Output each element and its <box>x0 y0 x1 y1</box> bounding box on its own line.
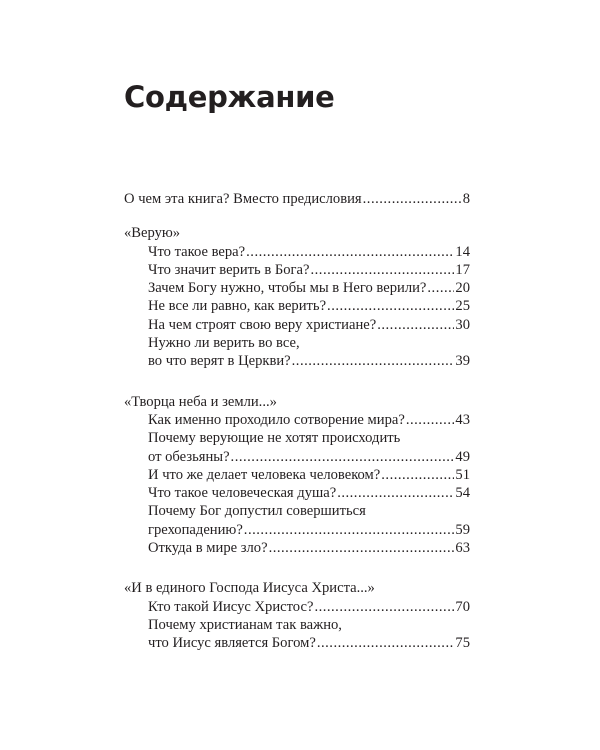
toc-entry[interactable]: Откуда в мире зло? 63 <box>124 539 470 557</box>
dot-leader <box>246 243 454 261</box>
toc-entry-line: Что такое вера? 14 <box>124 243 470 261</box>
toc-entry[interactable]: Не все ли равно, как верить? 25 <box>124 297 470 315</box>
section-heading-text: «Творца неба и земли...» <box>124 393 277 410</box>
entry-title: Кто такой Иисус Христос? <box>148 598 314 615</box>
toc-entry-line: Нужно ли верить во все, <box>124 334 470 352</box>
dot-leader <box>381 466 454 484</box>
dot-leader <box>269 539 455 557</box>
toc-entry-line: Почему верующие не хотят происходить <box>124 429 470 447</box>
entry-title: грехопадению? <box>148 521 243 538</box>
toc-entry-line: Что значит верить в Бога? 17 <box>124 261 470 279</box>
section-heading: «И в единого Господа Иисуса Христа...» <box>124 579 470 597</box>
toc-entry[interactable]: И что же делает человека человеком? 51 <box>124 466 470 484</box>
entry-title: Зачем Богу нужно, чтобы мы в Него верили… <box>148 280 427 297</box>
toc-entry-line: Не все ли равно, как верить? 25 <box>124 297 470 315</box>
entry-title: Что такое вера? <box>148 243 246 260</box>
toc-entry-line: И что же делает человека человеком? 51 <box>124 466 470 484</box>
entry-title: И что же делает человека человеком? <box>148 466 381 483</box>
dot-leader <box>406 411 455 429</box>
toc-section: «И в единого Господа Иисуса Христа...» Кт… <box>124 579 470 652</box>
page-number: 54 <box>455 485 470 502</box>
dot-leader <box>377 316 454 334</box>
entry-title: Не все ли равно, как верить? <box>148 298 327 315</box>
section-heading-text: «Верую» <box>124 225 181 242</box>
dot-leader <box>363 190 462 208</box>
entry-title: от обезьяны? <box>148 448 230 465</box>
toc-entry[interactable]: Что такое вера? 14 <box>124 243 470 261</box>
section-heading-text: «И в единого Господа Иисуса Христа...» <box>124 580 375 597</box>
entry-title: во что верят в Церкви? <box>148 353 291 370</box>
toc-section: «Творца неба и земли...» Как именно прохо… <box>124 393 470 558</box>
toc-entry-line: Что такое человеческая душа? 54 <box>124 484 470 502</box>
toc-entry-line: Почему Бог допустил совершиться <box>124 502 470 520</box>
dot-leader <box>311 261 455 279</box>
toc-entry[interactable]: Почему христианам так важно, что Иисус яв… <box>124 616 470 653</box>
toc-entry[interactable]: Почему Бог допустил совершиться грехопаде… <box>124 502 470 539</box>
entry-title: Нужно ли верить во все, <box>148 335 300 352</box>
toc-entry[interactable]: Нужно ли верить во все, во что верят в Це… <box>124 334 470 371</box>
dot-leader <box>427 279 454 297</box>
toc-entry-line: Почему христианам так важно, <box>124 616 470 634</box>
entry-title: что Иисус является Богом? <box>148 635 316 652</box>
entry-title: На чем строят свою веру христиане? <box>148 316 377 333</box>
toc-entry[interactable]: Что значит верить в Бога? 17 <box>124 261 470 279</box>
page-number: 70 <box>455 598 470 615</box>
toc-entry-line: грехопадению? 59 <box>124 521 470 539</box>
dot-leader <box>244 521 455 539</box>
table-of-contents: О чем эта книга? Вместо предисловия 8 «Вер… <box>124 190 470 675</box>
toc-entry[interactable]: Как именно проходило сотворение мира? 43 <box>124 411 470 429</box>
entry-title: Почему Бог допустил совершиться <box>148 503 366 520</box>
toc-entry-line: Как именно проходило сотворение мира? 43 <box>124 411 470 429</box>
toc-entry-line: О чем эта книга? Вместо предисловия 8 <box>124 190 470 208</box>
section-heading: «Творца неба и земли...» <box>124 393 470 411</box>
page-number: 63 <box>455 540 470 557</box>
entry-title: Почему христианам так важно, <box>148 616 342 633</box>
page-number: 8 <box>462 191 470 207</box>
toc-entry[interactable]: О чем эта книга? Вместо предисловия 8 <box>124 190 470 208</box>
toc-entry-line: от обезьяны? 49 <box>124 448 470 466</box>
toc-entry-line: Кто такой Иисус Христос? 70 <box>124 598 470 616</box>
toc-entry[interactable]: Кто такой Иисус Христос? 70 <box>124 598 470 616</box>
page-number: 14 <box>455 243 470 260</box>
page-number: 20 <box>455 280 470 297</box>
dot-leader <box>292 352 455 370</box>
toc-entry-line: Зачем Богу нужно, чтобы мы в Него верили… <box>124 279 470 297</box>
page-number: 39 <box>455 353 470 370</box>
toc-entry[interactable]: Почему верующие не хотят происходить от о… <box>124 429 470 466</box>
dot-leader <box>314 598 454 616</box>
page-number: 49 <box>455 448 470 465</box>
toc-entry[interactable]: На чем строят свою веру христиане? 30 <box>124 316 470 334</box>
toc-entry[interactable]: Что такое человеческая душа? 54 <box>124 484 470 502</box>
entry-title: Как именно проходило сотворение мира? <box>148 411 405 428</box>
page-number: 51 <box>455 466 470 483</box>
page-number: 30 <box>455 316 470 333</box>
page-number: 75 <box>455 635 470 652</box>
entry-title: Откуда в мире зло? <box>148 540 268 557</box>
page-number: 25 <box>455 298 470 315</box>
dot-leader <box>327 297 454 315</box>
page-title: Содержание <box>124 80 335 114</box>
entry-title: Что такое человеческая душа? <box>148 485 337 502</box>
dot-leader <box>337 484 454 502</box>
page-number: 17 <box>455 261 470 278</box>
toc-entry-line: Откуда в мире зло? 63 <box>124 539 470 557</box>
page-number: 43 <box>455 411 470 428</box>
dot-leader <box>231 448 455 466</box>
dot-leader <box>317 634 455 652</box>
toc-section: О чем эта книга? Вместо предисловия 8 <box>124 190 470 208</box>
section-heading: «Верую» <box>124 224 470 242</box>
page-number: 59 <box>455 521 470 538</box>
toc-entry[interactable]: Зачем Богу нужно, чтобы мы в Него верили… <box>124 279 470 297</box>
entry-title: Почему верующие не хотят происходить <box>148 430 401 447</box>
toc-entry-line: На чем строят свою веру христиане? 30 <box>124 316 470 334</box>
toc-entry-line: во что верят в Церкви? 39 <box>124 352 470 370</box>
entry-title: Что значит верить в Бога? <box>148 261 310 278</box>
entry-title: О чем эта книга? Вместо предисловия <box>124 191 362 207</box>
toc-entry-line: что Иисус является Богом? 75 <box>124 634 470 652</box>
